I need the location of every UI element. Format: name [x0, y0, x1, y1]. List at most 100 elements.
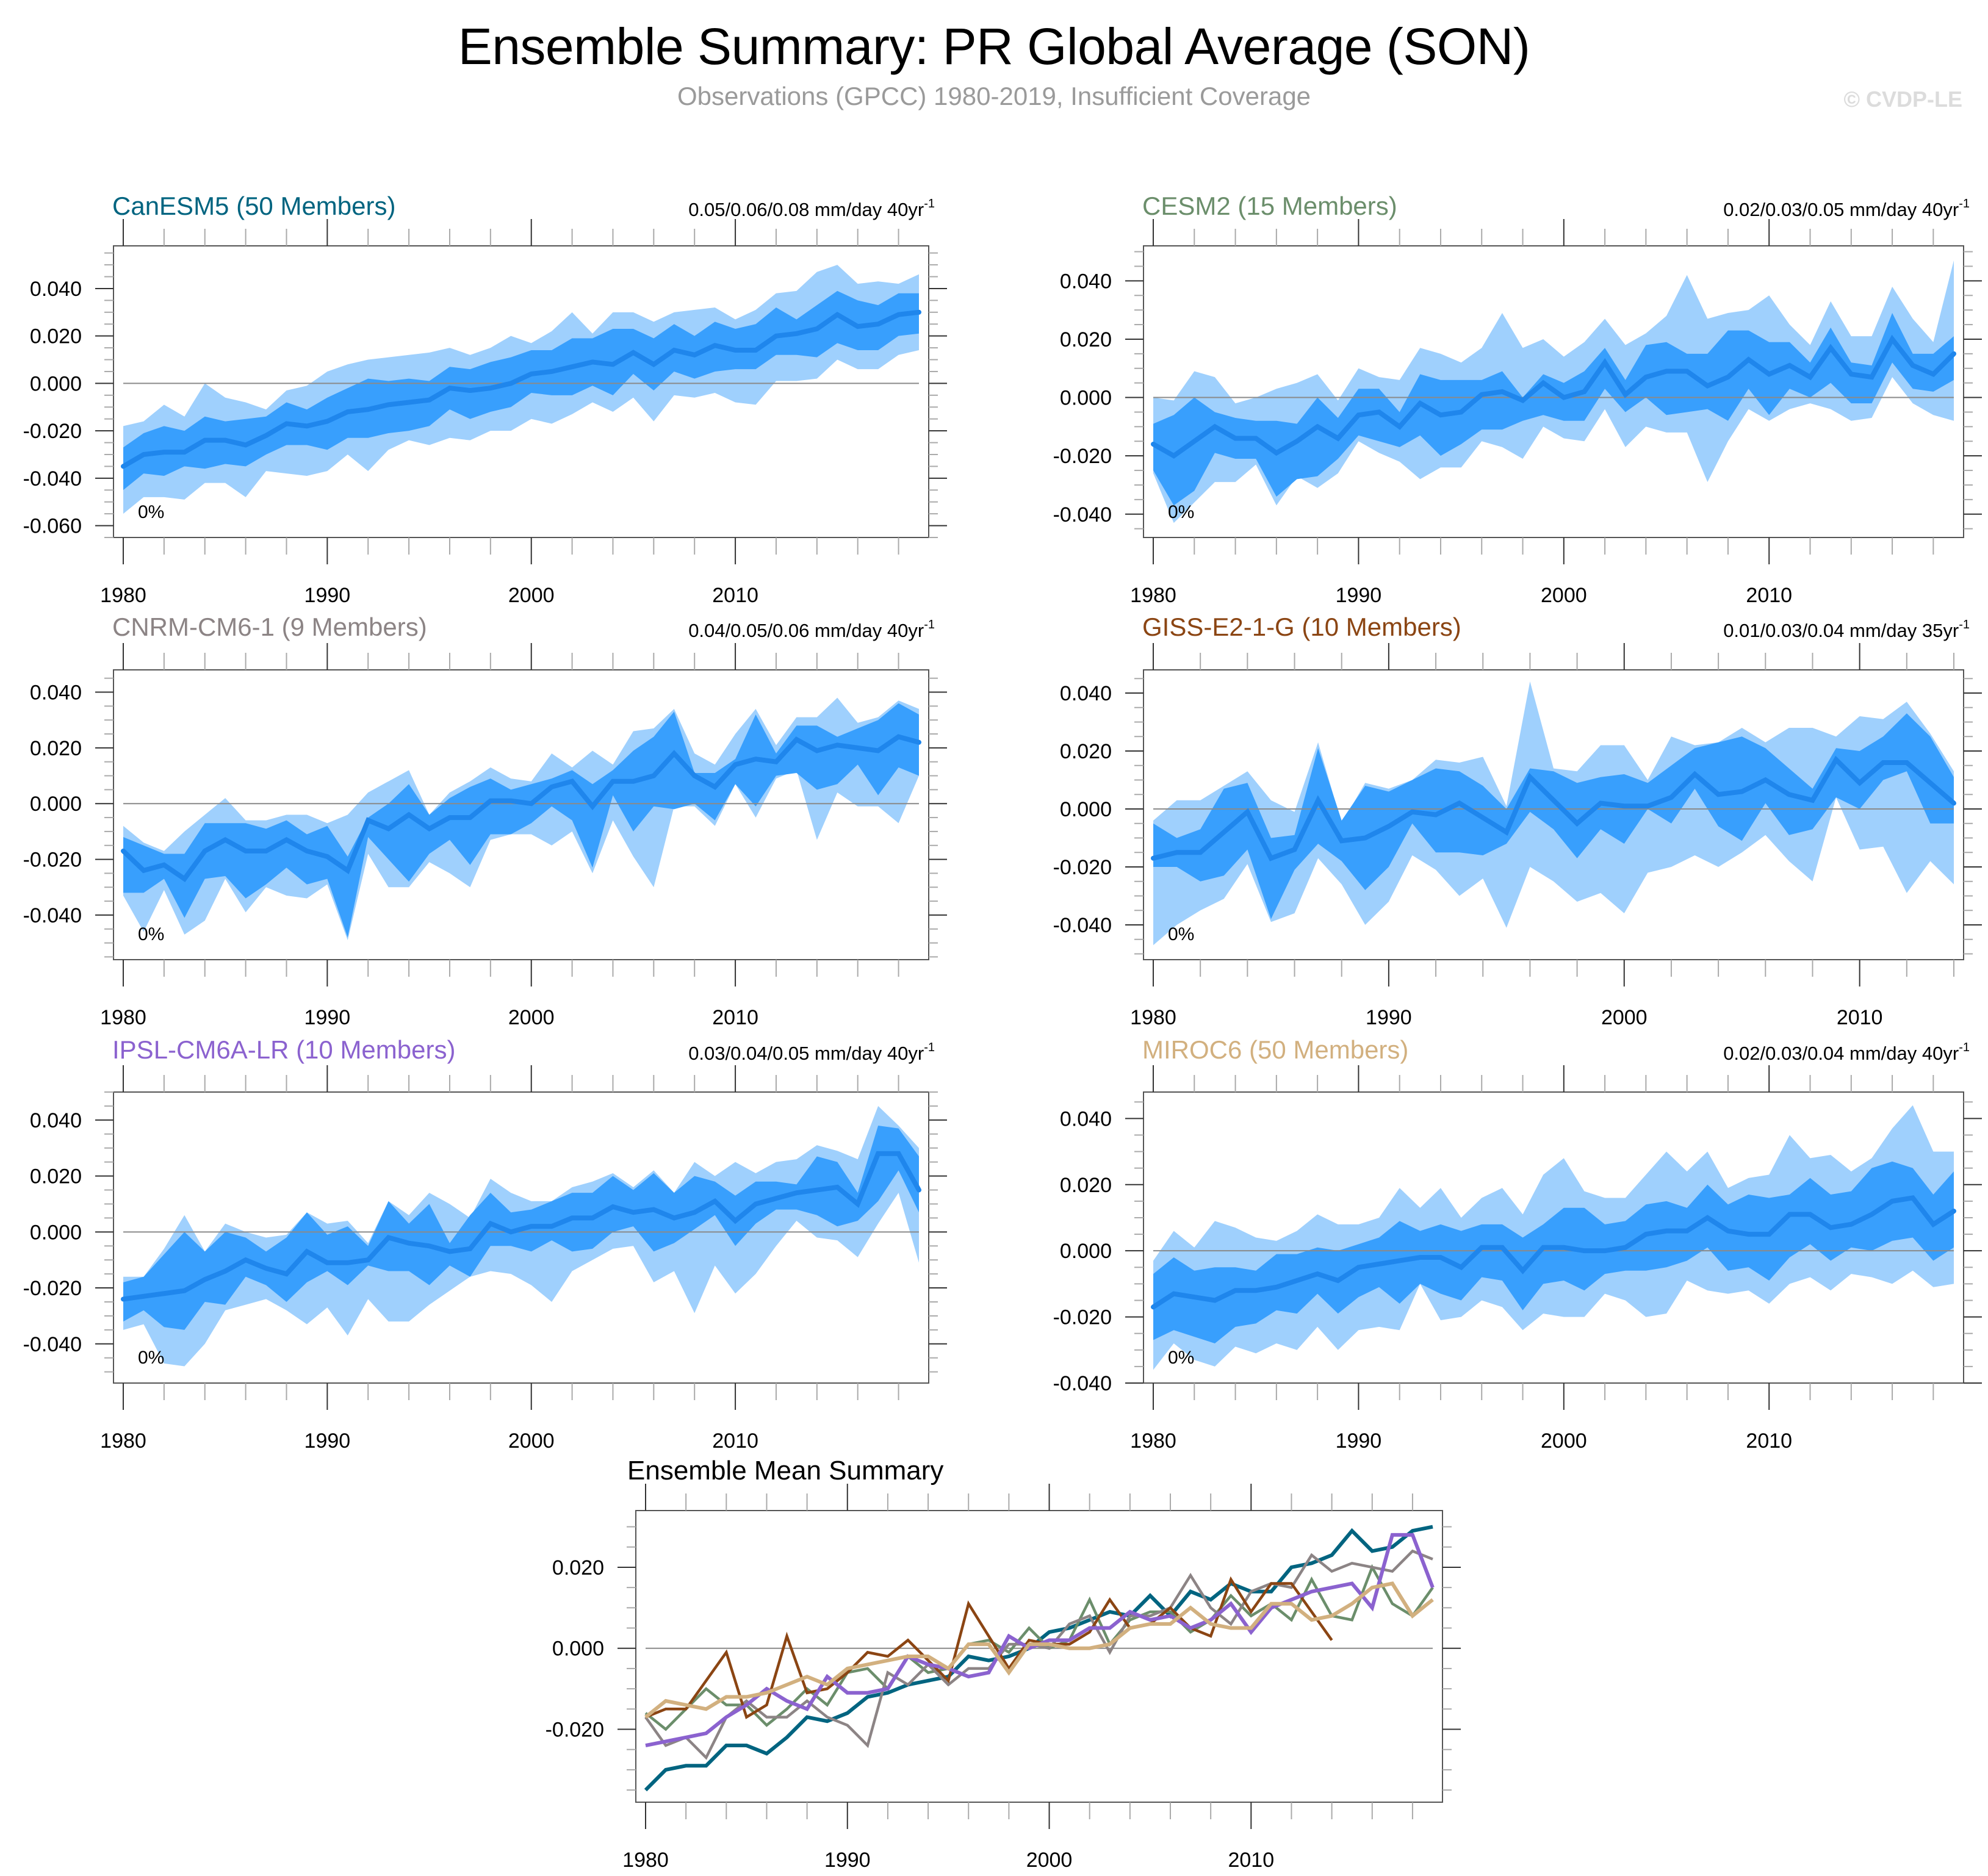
- x-tick-label: 2000: [508, 1006, 555, 1029]
- ensemble-mean-line: [1151, 1195, 1956, 1310]
- x-tick-label: 2000: [1541, 584, 1587, 607]
- y-tick-label: 0.000: [30, 792, 82, 816]
- y-tick-label: 0.000: [1060, 798, 1112, 821]
- x-tick-label: 1990: [1336, 1429, 1382, 1453]
- chart-title: CNRM-CM6-1 (9 Members): [112, 613, 427, 641]
- series-line-cnrm-cm6-1: [644, 1549, 1433, 1760]
- trend-superscript: -1: [924, 1041, 935, 1054]
- x-tick-label: 1990: [1336, 584, 1382, 607]
- chart-panel-2: CNRM-CM6-1 (9 Members) 0.04/0.05/0.06 mm/…: [23, 613, 947, 1029]
- chart-panel-4: IPSL-CM6A-LR (10 Members) 0.03/0.04/0.05 …: [23, 1035, 947, 1453]
- y-tick-label: -0.020: [23, 1277, 82, 1300]
- y-tick-label: 0.020: [30, 737, 82, 760]
- ensemble-mean-line: [1151, 334, 1956, 459]
- trend-superscript: -1: [1959, 197, 1970, 210]
- trend-label: 0.02/0.03/0.04 mm/day 40yr-1: [1723, 1041, 1970, 1064]
- percent-label: 0%: [1168, 502, 1194, 522]
- ensemble-mean-line: [121, 309, 921, 469]
- plot-frame: [1143, 669, 1964, 960]
- x-tick-label: 2000: [508, 1429, 555, 1453]
- x-tick-label: 2010: [1837, 1006, 1883, 1029]
- x-tick-label: 2000: [1601, 1006, 1648, 1029]
- y-tick-label: 0.000: [1060, 387, 1112, 410]
- series-line-canesm5: [644, 1525, 1433, 1792]
- trend-superscript: -1: [1959, 618, 1970, 631]
- plot-frame: [635, 1510, 1443, 1803]
- y-tick-label: 0.020: [1060, 1174, 1112, 1197]
- percent-label: 0%: [138, 924, 164, 944]
- x-tick-label: 2010: [1228, 1849, 1274, 1872]
- y-tick-label: 0.020: [1060, 740, 1112, 763]
- y-tick-label: -0.020: [1053, 445, 1112, 468]
- band-10-90: [123, 290, 919, 491]
- chart-title: GISS-E2-1-G (10 Members): [1142, 613, 1461, 641]
- trend-text: 0.02/0.03/0.05 mm/day 40yr: [1723, 199, 1959, 220]
- chart-title: CanESM5 (50 Members): [112, 192, 395, 220]
- series-line-miroc6: [644, 1581, 1434, 1719]
- y-tick-label: 0.000: [1060, 1240, 1112, 1263]
- percent-label: 0%: [138, 502, 164, 522]
- y-tick-label: -0.040: [1053, 1372, 1112, 1395]
- x-tick-label: 1980: [1130, 584, 1176, 607]
- percent-label: 0%: [1168, 1348, 1194, 1368]
- y-tick-label: 0.040: [30, 278, 82, 301]
- x-tick-label: 1990: [1366, 1006, 1412, 1029]
- y-tick-label: 0.040: [1060, 682, 1112, 705]
- x-tick-label: 2000: [1541, 1429, 1587, 1453]
- y-tick-label: 0.020: [552, 1556, 604, 1580]
- chart-title: MIROC6 (50 Members): [1142, 1035, 1408, 1064]
- y-tick-label: 0.040: [30, 681, 82, 705]
- y-tick-label: 0.020: [30, 1165, 82, 1188]
- plot-frame: [113, 669, 929, 960]
- ensemble-mean-line: [121, 734, 921, 883]
- band-10-90: [123, 703, 919, 938]
- series-line-giss-e2-1-g: [645, 1576, 1333, 1719]
- trend-label: 0.04/0.05/0.06 mm/day 40yr-1: [688, 618, 935, 641]
- x-tick-label: 1990: [304, 584, 351, 607]
- trend-text: 0.03/0.04/0.05 mm/day 40yr: [688, 1043, 924, 1064]
- watermark: © CVDP-LE: [1843, 87, 1962, 112]
- y-tick-label: -0.040: [23, 467, 82, 491]
- x-tick-label: 1980: [1130, 1429, 1176, 1453]
- percent-label: 0%: [1168, 924, 1194, 944]
- y-tick-label: 0.000: [30, 1221, 82, 1244]
- y-tick-label: -0.040: [1053, 914, 1112, 937]
- y-tick-label: -0.060: [23, 515, 82, 538]
- chart-panel-5: MIROC6 (50 Members) 0.02/0.03/0.04 mm/day…: [1053, 1035, 1982, 1453]
- x-tick-label: 2010: [712, 1429, 758, 1453]
- y-tick-label: 0.040: [30, 1109, 82, 1132]
- trend-superscript: -1: [924, 618, 935, 631]
- trend-superscript: -1: [1959, 1041, 1970, 1054]
- y-tick-label: -0.020: [23, 849, 82, 872]
- trend-text: 0.04/0.05/0.06 mm/day 40yr: [688, 620, 924, 641]
- plot-frame: [113, 245, 929, 538]
- band-10-90: [1153, 713, 1954, 919]
- trend-text: 0.02/0.03/0.04 mm/day 40yr: [1723, 1043, 1959, 1064]
- x-tick-label: 1980: [1130, 1006, 1176, 1029]
- y-tick-label: 0.040: [1060, 270, 1112, 293]
- y-tick-label: 0.020: [30, 325, 82, 348]
- chart-panel-3: GISS-E2-1-G (10 Members) 0.01/0.03/0.04 m…: [1053, 613, 1982, 1029]
- chart-panel-0: CanESM5 (50 Members) 0.05/0.06/0.08 mm/da…: [23, 192, 947, 607]
- plot-frame: [113, 1091, 929, 1384]
- y-tick-label: -0.040: [1053, 503, 1112, 527]
- page-title: Ensemble Summary: PR Global Average (SON…: [458, 18, 1530, 75]
- x-tick-label: 2010: [712, 1006, 758, 1029]
- trend-label: 0.02/0.03/0.05 mm/day 40yr-1: [1723, 197, 1970, 220]
- chart-title: CESM2 (15 Members): [1142, 192, 1397, 220]
- plot-frame: [1143, 1091, 1964, 1384]
- y-tick-label: -0.020: [1053, 1306, 1112, 1329]
- x-tick-label: 1990: [304, 1429, 351, 1453]
- ensemble-mean-line: [121, 1151, 921, 1302]
- chart-panel-6: Ensemble Mean Summary 1980 1990 2000 2010 -0.…: [546, 1456, 1461, 1872]
- y-tick-label: -0.040: [23, 904, 82, 927]
- y-tick-label: -0.020: [1053, 856, 1112, 879]
- y-tick-label: 0.000: [552, 1637, 604, 1661]
- x-tick-label: 1990: [824, 1849, 871, 1872]
- x-tick-label: 1980: [100, 1006, 146, 1029]
- x-tick-label: 1990: [304, 1006, 351, 1029]
- band-10-90: [1153, 1161, 1954, 1343]
- percent-label: 0%: [138, 1348, 164, 1368]
- x-tick-label: 2010: [1746, 1429, 1792, 1453]
